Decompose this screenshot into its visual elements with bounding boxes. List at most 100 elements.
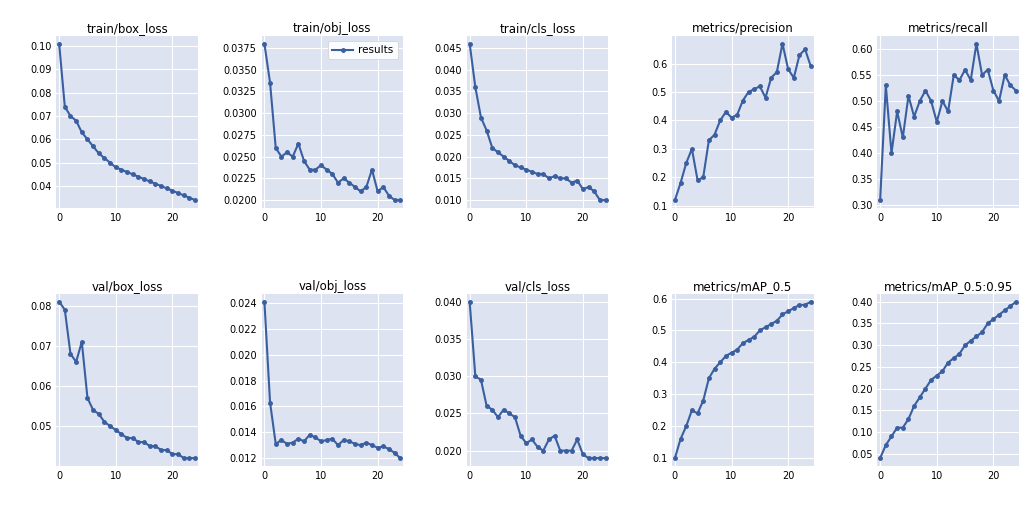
results — [805, 63, 817, 70]
Line: results: results — [57, 42, 197, 202]
results — [498, 154, 510, 160]
results — [480, 403, 493, 409]
results — [1005, 303, 1017, 309]
results — [188, 455, 201, 461]
results — [394, 455, 407, 461]
results — [480, 127, 493, 134]
results — [377, 443, 389, 450]
results — [958, 342, 971, 348]
results — [531, 171, 544, 177]
results — [121, 169, 133, 175]
results — [771, 318, 783, 324]
results — [588, 188, 600, 195]
results — [880, 442, 892, 448]
results — [349, 184, 361, 190]
results — [998, 307, 1011, 313]
results — [709, 132, 721, 138]
results — [993, 312, 1006, 318]
results — [525, 436, 538, 442]
results — [987, 316, 999, 322]
Title: val/obj_loss: val/obj_loss — [298, 280, 367, 293]
results — [514, 164, 526, 170]
Line: results: results — [57, 300, 197, 460]
results — [805, 298, 817, 305]
results — [594, 455, 606, 461]
results — [269, 145, 282, 151]
results — [138, 439, 151, 445]
results — [583, 184, 595, 190]
results — [902, 93, 914, 99]
results — [549, 433, 561, 439]
results — [720, 109, 732, 115]
results — [669, 197, 681, 203]
results — [303, 432, 315, 438]
results — [771, 69, 783, 75]
results — [464, 298, 476, 305]
results — [349, 441, 361, 447]
results — [65, 113, 77, 119]
results — [372, 188, 384, 195]
results — [760, 324, 772, 330]
results — [264, 80, 276, 86]
results — [958, 67, 971, 73]
results — [509, 162, 521, 168]
results — [754, 83, 766, 90]
results — [947, 72, 959, 78]
results — [298, 438, 310, 444]
results — [1010, 88, 1022, 94]
results — [338, 437, 350, 443]
Title: val/box_loss: val/box_loss — [91, 280, 163, 293]
results — [394, 197, 407, 203]
results — [309, 166, 322, 173]
results — [913, 394, 926, 400]
results — [874, 197, 887, 203]
results — [309, 434, 322, 440]
results — [538, 171, 550, 177]
results — [514, 433, 526, 439]
results — [908, 403, 921, 409]
results — [599, 455, 611, 461]
results — [327, 436, 339, 442]
Title: train/box_loss: train/box_loss — [86, 22, 168, 35]
results — [765, 321, 777, 327]
results — [360, 439, 373, 445]
results — [509, 414, 521, 420]
results — [920, 386, 932, 392]
results — [897, 424, 909, 431]
results — [354, 188, 367, 195]
Legend: results: results — [329, 41, 398, 59]
results — [258, 40, 270, 47]
results — [92, 411, 104, 417]
results — [736, 340, 749, 346]
results — [697, 174, 710, 180]
results — [104, 423, 117, 429]
results — [742, 89, 755, 95]
results — [143, 178, 156, 184]
Line: results: results — [879, 42, 1018, 202]
results — [177, 455, 189, 461]
results — [902, 416, 914, 422]
results — [931, 119, 943, 125]
results — [947, 355, 959, 361]
results — [725, 115, 737, 121]
results — [931, 373, 943, 379]
results — [965, 338, 977, 344]
results — [583, 455, 595, 461]
results — [686, 407, 698, 413]
results — [543, 436, 555, 442]
results — [166, 187, 178, 194]
results — [161, 185, 173, 191]
results — [697, 398, 710, 404]
results — [475, 377, 487, 383]
results — [372, 445, 384, 451]
results — [776, 40, 788, 47]
results — [776, 311, 788, 317]
results — [936, 368, 948, 374]
results — [891, 424, 903, 431]
results — [127, 435, 139, 441]
results — [936, 98, 948, 104]
results — [1005, 82, 1017, 89]
results — [543, 175, 555, 181]
results — [874, 455, 887, 461]
results — [742, 337, 755, 343]
